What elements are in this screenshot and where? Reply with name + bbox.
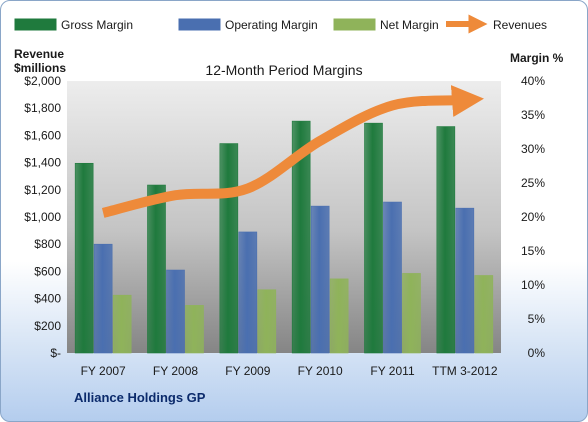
y-left-tick-label: $1,000 [24,210,61,224]
y-right-tick-label: 5% [528,312,546,326]
y-right-tick-label: 35% [521,108,545,122]
plot-area [67,81,501,353]
x-tick-label: TTM 3-2012 [432,364,498,378]
revenues-line [101,85,484,218]
net-margin-bar [474,275,494,354]
net-margin-bar [402,273,421,354]
y-right-tick-label: 40% [521,74,545,88]
y-left-tick-label: $1,600 [24,128,61,142]
y-left-tick-label: $1,400 [24,156,61,170]
operating-margin-bar [455,207,475,354]
gross-margin-bar [364,122,383,354]
y-right-tick-label: 15% [521,244,545,258]
y-left-axis-title: Revenue [14,47,64,61]
y-left-tick-label: $400 [34,292,61,306]
x-tick-label: FY 2007 [81,364,126,378]
y-right-axis-title: Margin % [510,51,564,65]
gross-margin-legend-swatch [14,18,57,31]
x-tick-label: FY 2008 [153,364,198,378]
operating-margin-bar [310,205,330,354]
y-left-tick-label: $800 [34,237,61,251]
gross-margin-bar [147,184,166,354]
y-left-tick-label: $1,800 [24,101,61,115]
y-right-tick-label: 25% [521,176,545,190]
y-left-tick-label: $- [50,346,61,360]
net-margin-legend-label: Net Margin [380,18,439,32]
y-right-tick-label: 20% [521,210,545,224]
y-left-tick-label: $200 [34,319,61,333]
gross-margin-legend-label: Gross Margin [61,18,133,32]
y-left-axis-title: $millions [14,61,66,75]
operating-margin-legend-swatch [178,18,221,31]
net-margin-bar [112,294,132,354]
net-margin-bar [185,305,204,354]
y-right-tick-label: 10% [521,278,545,292]
gross-margin-bar [291,120,311,354]
x-tick-label: FY 2011 [370,364,415,378]
gross-margin-bar [219,143,239,354]
x-tick-label: FY 2010 [298,364,343,378]
gross-margin-bar [436,126,456,354]
net-margin-bar [329,278,349,354]
y-left-tick-label: $2,000 [24,74,61,88]
operating-margin-legend-label: Operating Margin [225,18,318,32]
operating-margin-bar [166,269,185,354]
y-left-tick-label: $1,200 [24,183,61,197]
net-margin-legend-swatch [333,18,376,31]
operating-margin-bar [238,231,258,354]
y-left-tick-label: $600 [34,264,61,278]
y-right-tick-label: 0% [528,346,546,360]
operating-margin-bar [93,243,113,354]
net-margin-bar [257,289,277,354]
revenues-legend-label: Revenues [493,18,547,32]
gross-margin-bar [74,162,94,354]
y-right-tick-label: 30% [521,142,545,156]
x-tick-label: FY 2009 [225,364,270,378]
operating-margin-bar [383,201,402,354]
chart-title: 12-Month Period Margins [205,62,362,78]
company-name: Alliance Holdings GP [74,390,206,405]
